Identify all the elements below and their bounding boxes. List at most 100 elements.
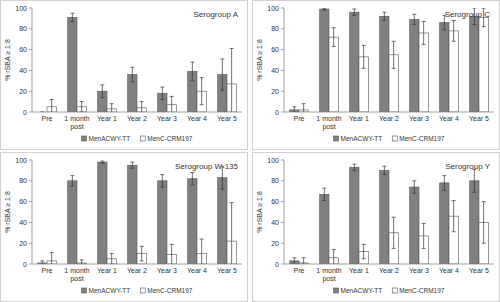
error-cap (100, 97, 104, 98)
error-cap (382, 12, 386, 13)
error-cap (352, 9, 356, 10)
error-bar (190, 172, 194, 184)
y-tick-label: 40 (271, 67, 279, 74)
error-bar (100, 161, 104, 163)
y-tick-label: 100 (15, 157, 27, 164)
y-tick-label: 20 (271, 240, 279, 247)
error-cap (382, 174, 386, 175)
error-cap (302, 257, 306, 258)
y-tick-label: 0 (275, 261, 279, 268)
x-tick-label: Year 2 (127, 267, 147, 274)
y-tick-label: 60 (271, 46, 279, 53)
x-tick-label: Year 5 (469, 267, 489, 274)
y-tick (29, 112, 32, 113)
legend: MenACWY-TTMenC-CRM197 (334, 287, 445, 294)
error-cap (100, 163, 104, 164)
y-tick (281, 91, 284, 92)
error-line (363, 244, 364, 259)
error-line (444, 176, 445, 191)
y-tick (281, 8, 284, 9)
error-line (132, 162, 133, 168)
x-tick-label: Year 3 (157, 115, 177, 122)
x-tick-label: Year 1 (349, 267, 369, 274)
y-axis (32, 8, 33, 112)
error-line (324, 188, 325, 200)
label-line: 1 month (64, 115, 89, 122)
y-tick (29, 91, 32, 92)
x-tick-label: Year 5 (217, 115, 237, 122)
error-bar (130, 162, 134, 168)
error-cap (220, 90, 224, 91)
error-cap (482, 26, 486, 27)
x-tick-label: Year 1 (97, 267, 117, 274)
error-bar (412, 14, 416, 24)
bar (98, 162, 107, 264)
y-tick (281, 70, 284, 71)
error-cap (130, 67, 134, 68)
error-line (111, 104, 112, 112)
error-cap (130, 162, 134, 163)
error-cap (160, 99, 164, 100)
error-cap (472, 8, 476, 9)
error-cap (70, 186, 74, 187)
error-line (201, 239, 202, 264)
error-line (192, 62, 193, 81)
error-cap (452, 231, 456, 232)
error-bar (442, 176, 446, 191)
error-bar (110, 254, 114, 264)
error-cap (200, 239, 204, 240)
y-tick (281, 112, 284, 113)
error-bar (50, 253, 54, 264)
bar (419, 33, 428, 112)
legend-label: MenACWY-TT (341, 135, 383, 142)
legend: MenACWY-TT MenC-CRM197 (334, 135, 445, 142)
x-tick-label: Pre (294, 115, 305, 122)
error-cap (100, 84, 104, 85)
label-line: post (322, 275, 335, 283)
y-tick (281, 49, 284, 50)
y-tick-label: 60 (19, 46, 27, 53)
bar (410, 19, 419, 112)
error-cap (140, 260, 144, 261)
legend-swatch (82, 288, 87, 293)
error-cap (40, 260, 44, 261)
y-tick (29, 28, 32, 29)
error-line (171, 96, 172, 112)
error-line (423, 223, 424, 248)
error-cap (442, 190, 446, 191)
error-bar (322, 8, 326, 10)
error-line (393, 217, 394, 248)
x-tick-label: Pre (294, 267, 305, 274)
error-cap (70, 13, 74, 14)
error-bar (422, 22, 426, 45)
error-cap (100, 161, 104, 162)
y-tick (29, 243, 32, 244)
error-cap (220, 189, 224, 190)
error-cap (140, 246, 144, 247)
error-bar (302, 258, 306, 264)
bar (158, 181, 167, 264)
legend-label: MenACWY-TT (341, 287, 383, 294)
error-line (393, 41, 394, 68)
error-bar (130, 67, 134, 82)
error-bar (302, 104, 306, 112)
panel-frame (253, 153, 500, 302)
error-line (51, 100, 52, 112)
error-cap (200, 104, 204, 105)
panel: 020406080100% rSBA ≥ 1:8Pre1 monthpostYe… (253, 1, 500, 150)
y-tick (29, 160, 32, 161)
error-cap (382, 20, 386, 21)
bar (440, 183, 449, 264)
x-tick-label: 1 monthpost (316, 267, 341, 283)
x-axis (32, 112, 242, 113)
error-bar (472, 169, 476, 192)
bar (350, 167, 359, 264)
error-cap (412, 193, 416, 194)
error-line (81, 102, 82, 112)
y-tick-label: 80 (19, 177, 27, 184)
error-line (423, 22, 424, 45)
chart-title: Serogroup A (194, 10, 239, 19)
error-line (303, 104, 304, 112)
legend-label: MenC-CRM197 (399, 135, 445, 142)
error-line (231, 203, 232, 264)
